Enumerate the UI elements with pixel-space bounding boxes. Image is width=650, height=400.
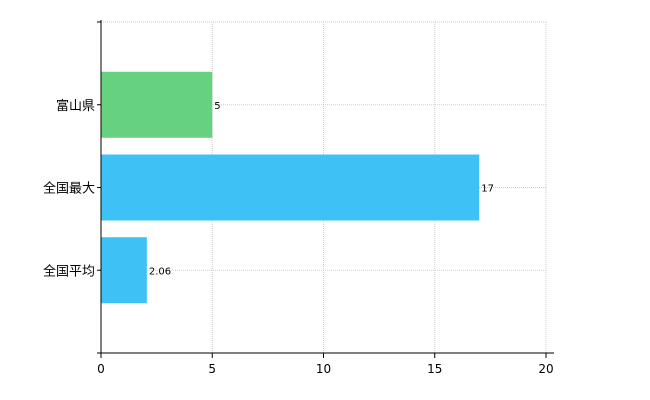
x-tick-label: 10 (316, 362, 331, 376)
axes (97, 20, 554, 358)
category-label: 全国平均 (43, 263, 95, 279)
tick-labels: 0 5 10 15 20 (97, 362, 553, 376)
bars (101, 71, 480, 304)
bar (101, 154, 480, 221)
bar (101, 71, 213, 138)
x-tick-label: 5 (208, 362, 216, 376)
x-tick-label: 15 (427, 362, 442, 376)
category-label: 富山県 (56, 98, 95, 114)
bar (101, 237, 147, 304)
data-labels: 5 17 2.06 (149, 101, 494, 278)
data-label: 17 (481, 184, 494, 195)
category-label: 全国最大 (43, 181, 95, 197)
x-tick-label: 20 (538, 362, 553, 376)
x-tick-label: 0 (97, 362, 105, 376)
data-label: 2.06 (149, 266, 171, 277)
data-label: 5 (214, 101, 220, 112)
